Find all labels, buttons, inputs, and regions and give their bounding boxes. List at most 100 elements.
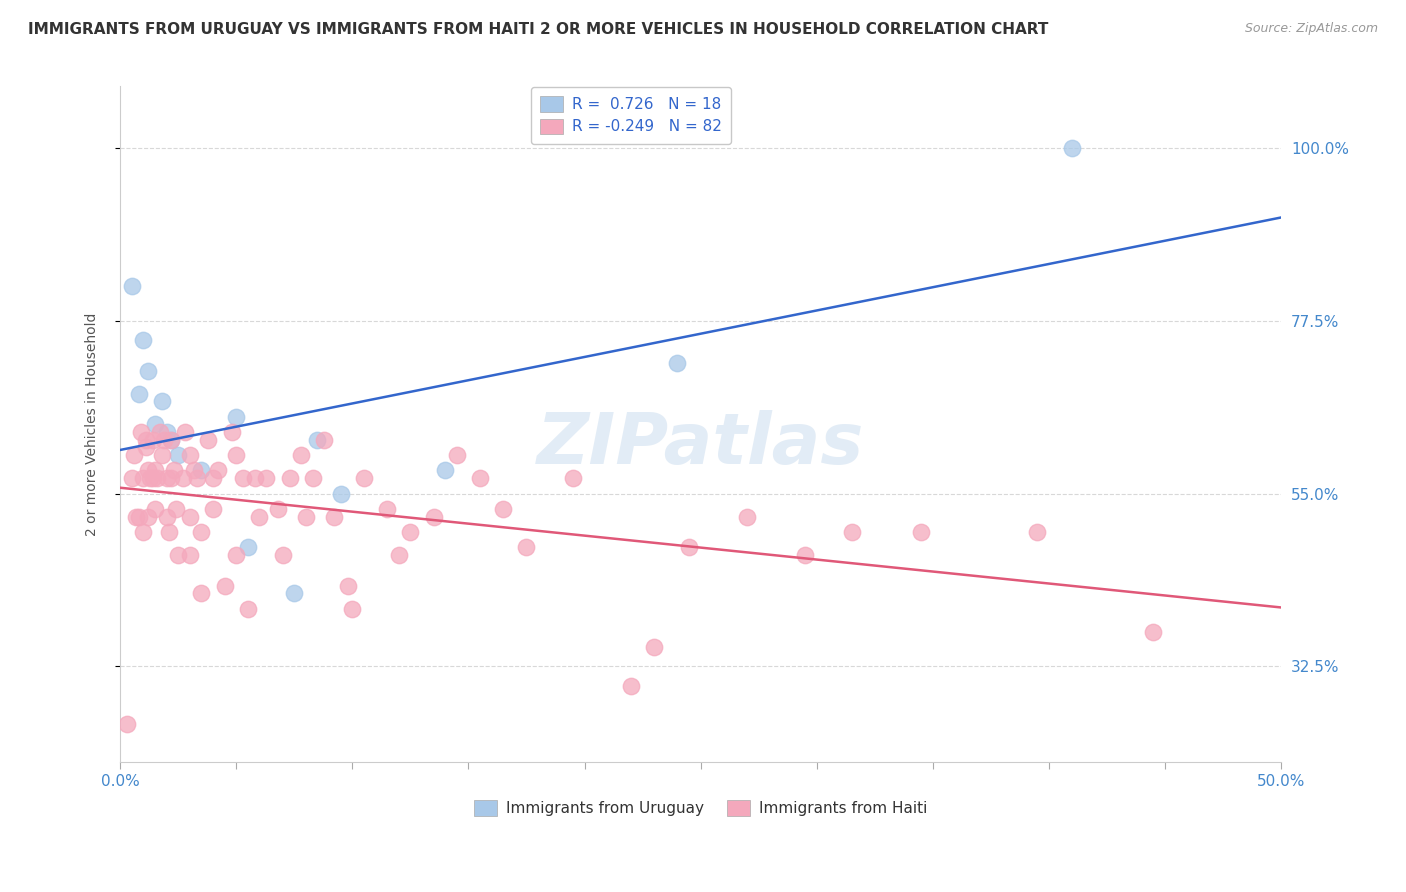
Point bbox=[172, 471, 194, 485]
Point bbox=[515, 541, 537, 555]
Text: ZIPatlas: ZIPatlas bbox=[537, 410, 865, 479]
Point bbox=[225, 409, 247, 424]
Point bbox=[150, 394, 173, 409]
Point bbox=[1142, 624, 1164, 639]
Point bbox=[388, 548, 411, 562]
Point bbox=[132, 471, 155, 485]
Legend: Immigrants from Uruguay, Immigrants from Haiti: Immigrants from Uruguay, Immigrants from… bbox=[468, 794, 934, 822]
Point bbox=[643, 640, 665, 655]
Point bbox=[225, 548, 247, 562]
Point bbox=[139, 471, 162, 485]
Point bbox=[221, 425, 243, 439]
Point bbox=[249, 509, 271, 524]
Point bbox=[136, 463, 159, 477]
Point bbox=[155, 509, 177, 524]
Point bbox=[155, 425, 177, 439]
Text: IMMIGRANTS FROM URUGUAY VS IMMIGRANTS FROM HAITI 2 OR MORE VEHICLES IN HOUSEHOLD: IMMIGRANTS FROM URUGUAY VS IMMIGRANTS FR… bbox=[28, 22, 1049, 37]
Point bbox=[295, 509, 318, 524]
Point bbox=[197, 433, 219, 447]
Point bbox=[620, 679, 643, 693]
Point bbox=[179, 509, 201, 524]
Point bbox=[302, 471, 325, 485]
Point bbox=[186, 471, 208, 485]
Point bbox=[179, 548, 201, 562]
Point bbox=[422, 509, 444, 524]
Point bbox=[165, 502, 187, 516]
Point bbox=[160, 471, 183, 485]
Point bbox=[155, 471, 177, 485]
Point bbox=[142, 433, 165, 447]
Point bbox=[1062, 141, 1084, 155]
Point bbox=[167, 448, 190, 462]
Point bbox=[841, 524, 863, 539]
Point bbox=[121, 279, 143, 293]
Point bbox=[136, 509, 159, 524]
Point bbox=[146, 471, 169, 485]
Point bbox=[149, 425, 172, 439]
Point bbox=[307, 433, 329, 447]
Point bbox=[202, 471, 225, 485]
Point bbox=[446, 448, 468, 462]
Point bbox=[135, 433, 157, 447]
Point bbox=[794, 548, 817, 562]
Point bbox=[202, 502, 225, 516]
Point bbox=[143, 502, 166, 516]
Point bbox=[214, 579, 236, 593]
Point bbox=[236, 541, 259, 555]
Point bbox=[143, 417, 166, 432]
Point bbox=[254, 471, 277, 485]
Point bbox=[1026, 524, 1049, 539]
Point bbox=[129, 425, 152, 439]
Point bbox=[342, 601, 364, 615]
Text: Source: ZipAtlas.com: Source: ZipAtlas.com bbox=[1244, 22, 1378, 36]
Point bbox=[236, 601, 259, 615]
Point bbox=[243, 471, 266, 485]
Point bbox=[183, 463, 205, 477]
Point bbox=[179, 448, 201, 462]
Point bbox=[150, 448, 173, 462]
Point bbox=[190, 463, 212, 477]
Point bbox=[561, 471, 583, 485]
Point bbox=[121, 471, 143, 485]
Point bbox=[174, 425, 197, 439]
Point bbox=[492, 502, 515, 516]
Point bbox=[678, 541, 700, 555]
Point bbox=[160, 433, 183, 447]
Point bbox=[142, 471, 165, 485]
Point bbox=[162, 463, 184, 477]
Point bbox=[135, 441, 157, 455]
Point bbox=[267, 502, 290, 516]
Point bbox=[225, 448, 247, 462]
Point bbox=[122, 448, 145, 462]
Point bbox=[136, 363, 159, 377]
Point bbox=[132, 333, 155, 347]
Point bbox=[190, 524, 212, 539]
Point bbox=[132, 524, 155, 539]
Point bbox=[735, 509, 758, 524]
Point bbox=[322, 509, 344, 524]
Point bbox=[232, 471, 254, 485]
Point bbox=[125, 509, 148, 524]
Point bbox=[290, 448, 312, 462]
Point bbox=[468, 471, 491, 485]
Point bbox=[314, 433, 336, 447]
Point bbox=[399, 524, 422, 539]
Point bbox=[190, 586, 212, 600]
Point bbox=[115, 717, 138, 731]
Point bbox=[207, 463, 229, 477]
Point bbox=[910, 524, 932, 539]
Point bbox=[160, 433, 183, 447]
Point bbox=[167, 548, 190, 562]
Point bbox=[329, 486, 352, 500]
Point bbox=[353, 471, 375, 485]
Point bbox=[157, 524, 180, 539]
Point bbox=[434, 463, 457, 477]
Point bbox=[375, 502, 398, 516]
Point bbox=[271, 548, 294, 562]
Point bbox=[128, 386, 150, 401]
Point bbox=[666, 356, 689, 370]
Y-axis label: 2 or more Vehicles in Household: 2 or more Vehicles in Household bbox=[86, 313, 100, 536]
Point bbox=[336, 579, 359, 593]
Point bbox=[283, 586, 305, 600]
Point bbox=[153, 433, 176, 447]
